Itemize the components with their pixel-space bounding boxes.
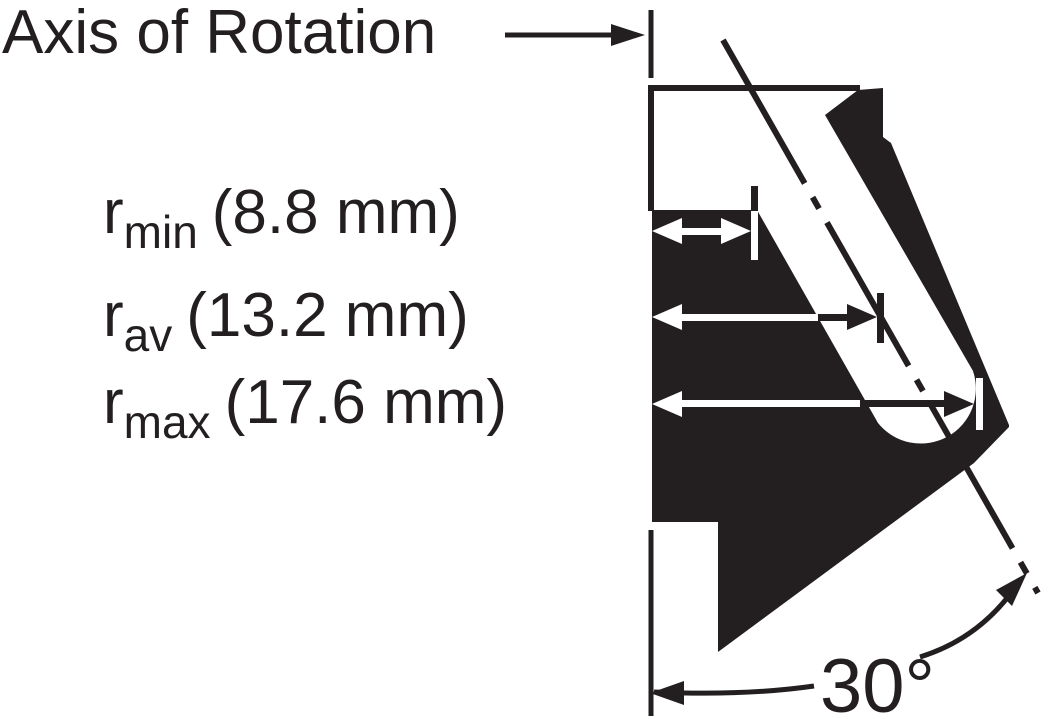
r-max-label: rmax (17.6 mm) (103, 368, 507, 448)
r-max-value: (17.6 mm) (225, 368, 507, 437)
r-min-left-arrowhead (652, 218, 682, 244)
r-min-subscript: min (124, 206, 198, 258)
r-av-right-arrowhead (847, 304, 877, 330)
angle-annotation: 30° (650, 573, 1027, 719)
r-av-dimension (652, 293, 884, 343)
r-max-symbol: r (103, 368, 124, 437)
angle-arc-left-arrowhead (650, 681, 684, 705)
r-min-label: rmin (8.8 mm) (103, 178, 460, 258)
r-min-tick-upper (751, 186, 758, 212)
angle-arc-right-arrowhead (996, 573, 1027, 606)
r-min-symbol: r (103, 178, 124, 247)
r-max-left-arrowhead (652, 391, 682, 417)
axis-pointer-arrowhead (611, 24, 645, 46)
r-av-arrow-shaft-on-body (674, 314, 822, 321)
r-av-tick (877, 293, 884, 343)
r-max-arrow-shaft-in-cavity (860, 400, 944, 407)
r-av-arrow-shaft-in-cavity (818, 314, 852, 321)
r-max-dimension (652, 378, 983, 430)
rotor-body (652, 88, 1009, 652)
rotor-cap-outline (648, 85, 860, 211)
r-av-subscript: av (124, 309, 173, 361)
axis-annotation: Axis of Rotation (2, 0, 654, 716)
r-min-tick-lower (751, 211, 758, 260)
r-min-right-arrowhead (721, 218, 751, 244)
radius-labels: rmin (8.8 mm) rav (13.2 mm) rmax (17.6 mm) (103, 178, 507, 448)
r-av-label: rav (13.2 mm) (103, 281, 469, 361)
r-max-subscript: max (124, 396, 211, 448)
angle-label: 30° (820, 644, 935, 719)
axis-of-rotation-label: Axis of Rotation (2, 0, 436, 67)
r-min-arrow-shaft (674, 228, 724, 235)
r-min-dimension (652, 186, 758, 260)
r-min-value: (8.8 mm) (212, 178, 460, 247)
r-max-right-arrowhead (944, 391, 974, 417)
r-max-tick (976, 378, 983, 430)
r-av-symbol: r (103, 281, 124, 350)
r-av-left-arrowhead (652, 304, 682, 330)
r-av-value: (13.2 mm) (186, 281, 468, 350)
r-max-arrow-shaft-on-body (674, 400, 866, 407)
axis-pointer-arrow (505, 24, 645, 46)
